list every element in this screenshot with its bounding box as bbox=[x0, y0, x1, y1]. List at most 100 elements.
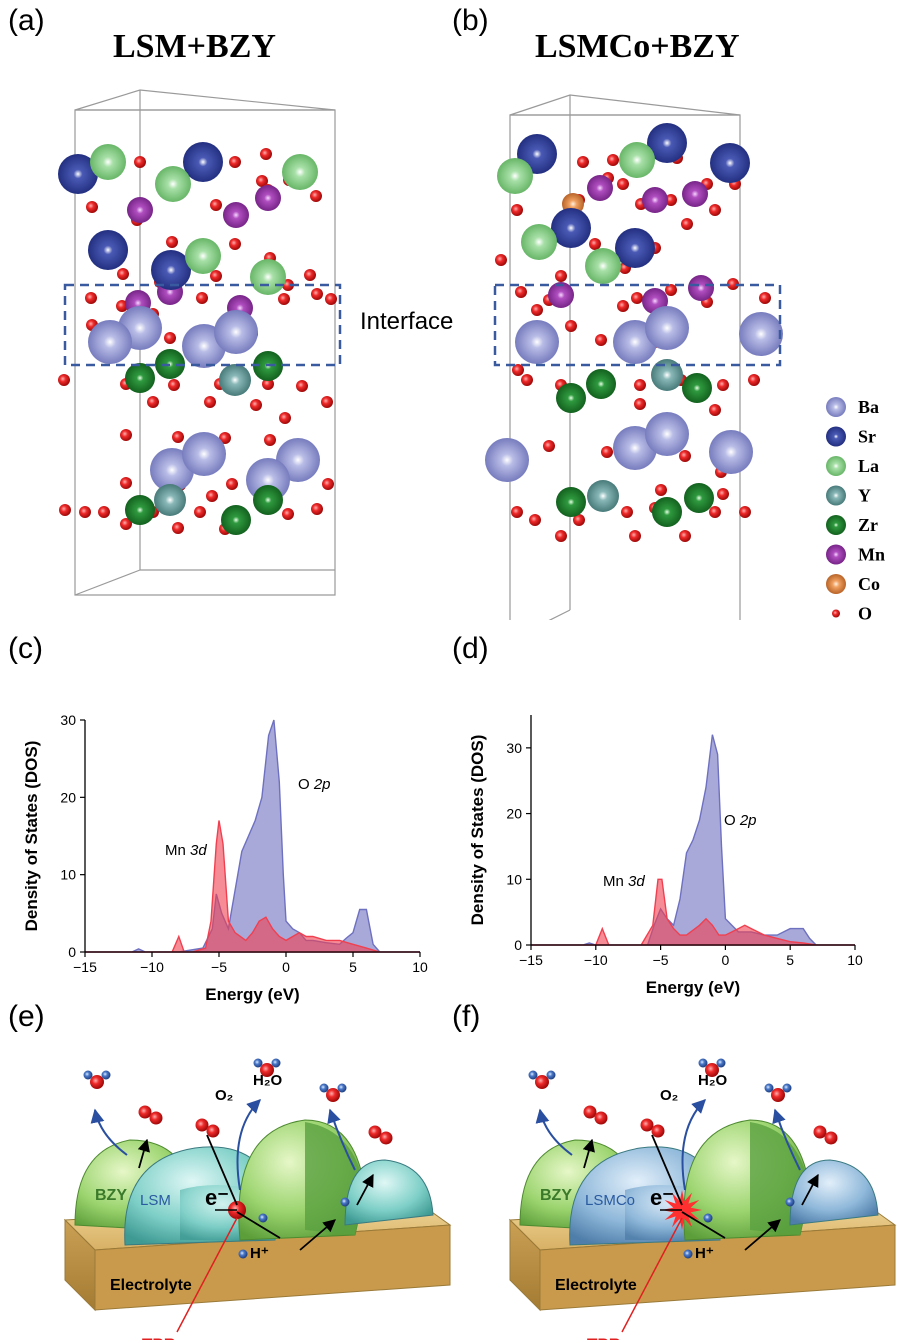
label-o2: O₂ bbox=[660, 1087, 678, 1104]
atom-o bbox=[679, 450, 691, 462]
atom-mn bbox=[127, 197, 153, 223]
y-tick-label: 0 bbox=[514, 937, 522, 953]
atom-o bbox=[589, 238, 601, 250]
x-tick-label: 5 bbox=[349, 959, 357, 975]
atom-o bbox=[310, 190, 322, 202]
atom-o bbox=[665, 284, 677, 296]
label-h2o: H₂O bbox=[698, 1072, 727, 1089]
atom-o bbox=[709, 506, 721, 518]
atom-o bbox=[279, 412, 291, 424]
x-tick-label: −10 bbox=[584, 952, 608, 968]
atom-o bbox=[311, 503, 323, 515]
o2-arrow-right bbox=[356, 1173, 374, 1206]
label-proton: H⁺ bbox=[695, 1245, 714, 1262]
y-tick-label: 20 bbox=[60, 789, 76, 805]
h2o-release-arrow-right bbox=[772, 1108, 801, 1171]
proton-arrow bbox=[744, 1219, 781, 1251]
atom-la bbox=[282, 154, 318, 190]
legend-label-ba: Ba bbox=[858, 397, 879, 417]
atom-sr bbox=[710, 143, 750, 183]
atom-o bbox=[282, 508, 294, 520]
o2-arrow-right bbox=[801, 1173, 819, 1206]
atom-o bbox=[595, 334, 607, 346]
atom-zr bbox=[682, 373, 712, 403]
legend-label-mn: Mn bbox=[858, 545, 885, 565]
y-tick-label: 10 bbox=[506, 871, 522, 887]
legend-swatch-y bbox=[826, 485, 846, 506]
atom-o bbox=[134, 156, 146, 168]
y-axis-label: Density of States (DOS) bbox=[468, 735, 487, 926]
interface-box-b bbox=[493, 283, 782, 367]
series-label-mn: Mn 3d bbox=[165, 842, 207, 859]
atom-mn bbox=[688, 275, 714, 301]
atom-o bbox=[260, 148, 272, 160]
atom-o bbox=[322, 478, 334, 490]
atom-o bbox=[601, 446, 613, 458]
atom-zr bbox=[556, 383, 586, 413]
x-tick-label: −15 bbox=[73, 959, 97, 975]
o2-pathway bbox=[651, 1134, 683, 1206]
atom-ba bbox=[182, 432, 226, 476]
label-electron: e⁻ bbox=[650, 1185, 674, 1210]
atom-o bbox=[58, 374, 70, 386]
atom-o bbox=[621, 506, 633, 518]
atom-o bbox=[515, 286, 527, 298]
atom-o bbox=[86, 201, 98, 213]
atom-sr bbox=[647, 123, 687, 163]
legend-label-o: O bbox=[858, 604, 872, 624]
atom-o bbox=[79, 506, 91, 518]
atom-ba bbox=[645, 306, 689, 350]
h2o-molecule bbox=[528, 1070, 556, 1089]
atom-sr bbox=[58, 154, 98, 194]
proton-pathway bbox=[236, 1211, 281, 1239]
atom-o bbox=[296, 380, 308, 392]
atom-mn bbox=[223, 202, 249, 228]
atom-o bbox=[264, 434, 276, 446]
h2o-release-arrow-right bbox=[327, 1108, 356, 1171]
atom-o bbox=[229, 238, 241, 250]
tpb-schematic-e: BZY LSM Electrolyte TPB e⁻ O₂ H₂O H⁺ bbox=[63, 1058, 452, 1340]
atom-sr bbox=[151, 250, 191, 290]
atom-o bbox=[543, 440, 555, 452]
y-tick-label: 20 bbox=[506, 806, 522, 822]
atom-o bbox=[717, 488, 729, 500]
atom-mn bbox=[548, 282, 574, 308]
x-axis-label: Energy (eV) bbox=[205, 985, 299, 1004]
tpb-pointer-line bbox=[176, 1217, 238, 1333]
atom-zr bbox=[221, 505, 251, 535]
atom-sr bbox=[615, 228, 655, 268]
x-tick-label: 5 bbox=[786, 952, 794, 968]
atom-la bbox=[497, 158, 533, 194]
label-bzy: BZY bbox=[95, 1187, 127, 1204]
legend-label-y: Y bbox=[858, 486, 871, 506]
atom-o bbox=[226, 478, 238, 490]
atom-la bbox=[619, 142, 655, 178]
atom-o bbox=[210, 270, 222, 282]
h2o-release-arrow bbox=[681, 1099, 706, 1191]
o2-molecule bbox=[640, 1118, 665, 1138]
atom-o bbox=[210, 199, 222, 211]
proton-arrow bbox=[299, 1219, 336, 1251]
o2-molecule bbox=[583, 1105, 608, 1125]
atom-o bbox=[168, 379, 180, 391]
atom-sr bbox=[551, 208, 591, 248]
dos-chart-c: −15 −10 −5 0 5 10 0 10 20 30 Energy (eV) Density of… bbox=[22, 712, 428, 1004]
atom-o bbox=[665, 194, 677, 206]
label-cathode: LSMCo bbox=[585, 1192, 635, 1209]
y-tick-label: 30 bbox=[60, 712, 76, 728]
h2o-molecule bbox=[764, 1083, 792, 1102]
atom-o bbox=[117, 268, 129, 280]
h2o-release-arrow bbox=[236, 1099, 261, 1191]
label-bzy: BZY bbox=[540, 1187, 572, 1204]
atom-o bbox=[748, 374, 760, 386]
atom-mn bbox=[642, 187, 668, 213]
atom-o bbox=[256, 175, 268, 187]
atom-o bbox=[531, 304, 543, 316]
atom-o bbox=[573, 514, 585, 526]
dos-area-mn bbox=[85, 820, 420, 953]
atom-o bbox=[617, 300, 629, 312]
atom-sr bbox=[183, 142, 223, 182]
legend-label-la: La bbox=[858, 456, 879, 476]
atom-o bbox=[229, 156, 241, 168]
atom-ba bbox=[645, 412, 689, 456]
